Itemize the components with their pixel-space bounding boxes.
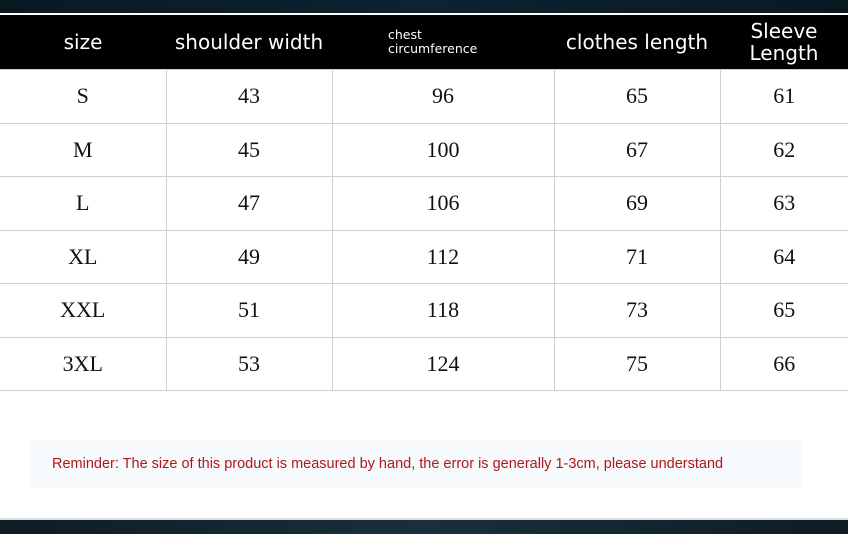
table-cell: 73 [553,283,721,338]
table-cell: 96 [331,69,555,124]
header-size: size [0,15,166,70]
table-cell: 45 [165,122,333,177]
table-cell: 124 [331,336,555,391]
table-cell: 43 [165,69,333,124]
table-cell: 63 [719,176,848,231]
size-table: size shoulder width chest circumference c… [0,15,848,391]
table-cell: 64 [719,229,848,284]
table-row: XL 49 112 71 64 [0,229,848,284]
table-cell: 3XL [0,336,167,391]
table-cell: 49 [165,229,333,284]
reminder-box: Reminder: The size of this product is me… [30,440,802,488]
table-cell: 61 [719,69,848,124]
table-cell: L [0,176,167,231]
table-cell: 51 [165,283,333,338]
header-chest-circumference: chest circumference [332,15,554,70]
table-cell: 65 [553,69,721,124]
header-sleeve-line2: Length [749,41,819,65]
header-shoulder-width: shoulder width [166,15,332,70]
table-cell: 106 [331,176,555,231]
table-cell: XXL [0,283,167,338]
table-cell: 67 [553,122,721,177]
table-row: L 47 106 69 63 [0,176,848,231]
table-cell: 112 [331,229,555,284]
table-cell: XL [0,229,167,284]
header-row: size shoulder width chest circumference c… [0,15,848,70]
table-cell: 66 [719,336,848,391]
table-row: S 43 96 65 61 [0,69,848,124]
reminder-text: Reminder: The size of this product is me… [52,456,724,472]
bottom-background [0,520,848,534]
divider [0,518,848,520]
table-cell: 65 [719,283,848,338]
table-row: 3XL 53 124 75 66 [0,336,848,391]
header-clothes-length: clothes length [554,15,720,70]
table-cell: 69 [553,176,721,231]
table-cell: 100 [331,122,555,177]
size-chart: size shoulder width chest circumference c… [0,13,848,520]
header-sleeve-length: Sleeve Length [720,15,848,70]
table-cell: 53 [165,336,333,391]
header-chest-line1: chest [388,27,422,42]
table-cell: 47 [165,176,333,231]
table-cell: 118 [331,283,555,338]
table-row: XXL 51 118 73 65 [0,283,848,338]
table-cell: 62 [719,122,848,177]
header-sleeve-line1: Sleeve [750,19,818,43]
top-background [0,0,848,13]
table-row: M 45 100 67 62 [0,122,848,177]
table-cell: 75 [553,336,721,391]
table-cell: 71 [553,229,721,284]
table-cell: M [0,122,167,177]
table-cell: S [0,69,167,124]
header-chest-line2: circumference [388,41,478,56]
